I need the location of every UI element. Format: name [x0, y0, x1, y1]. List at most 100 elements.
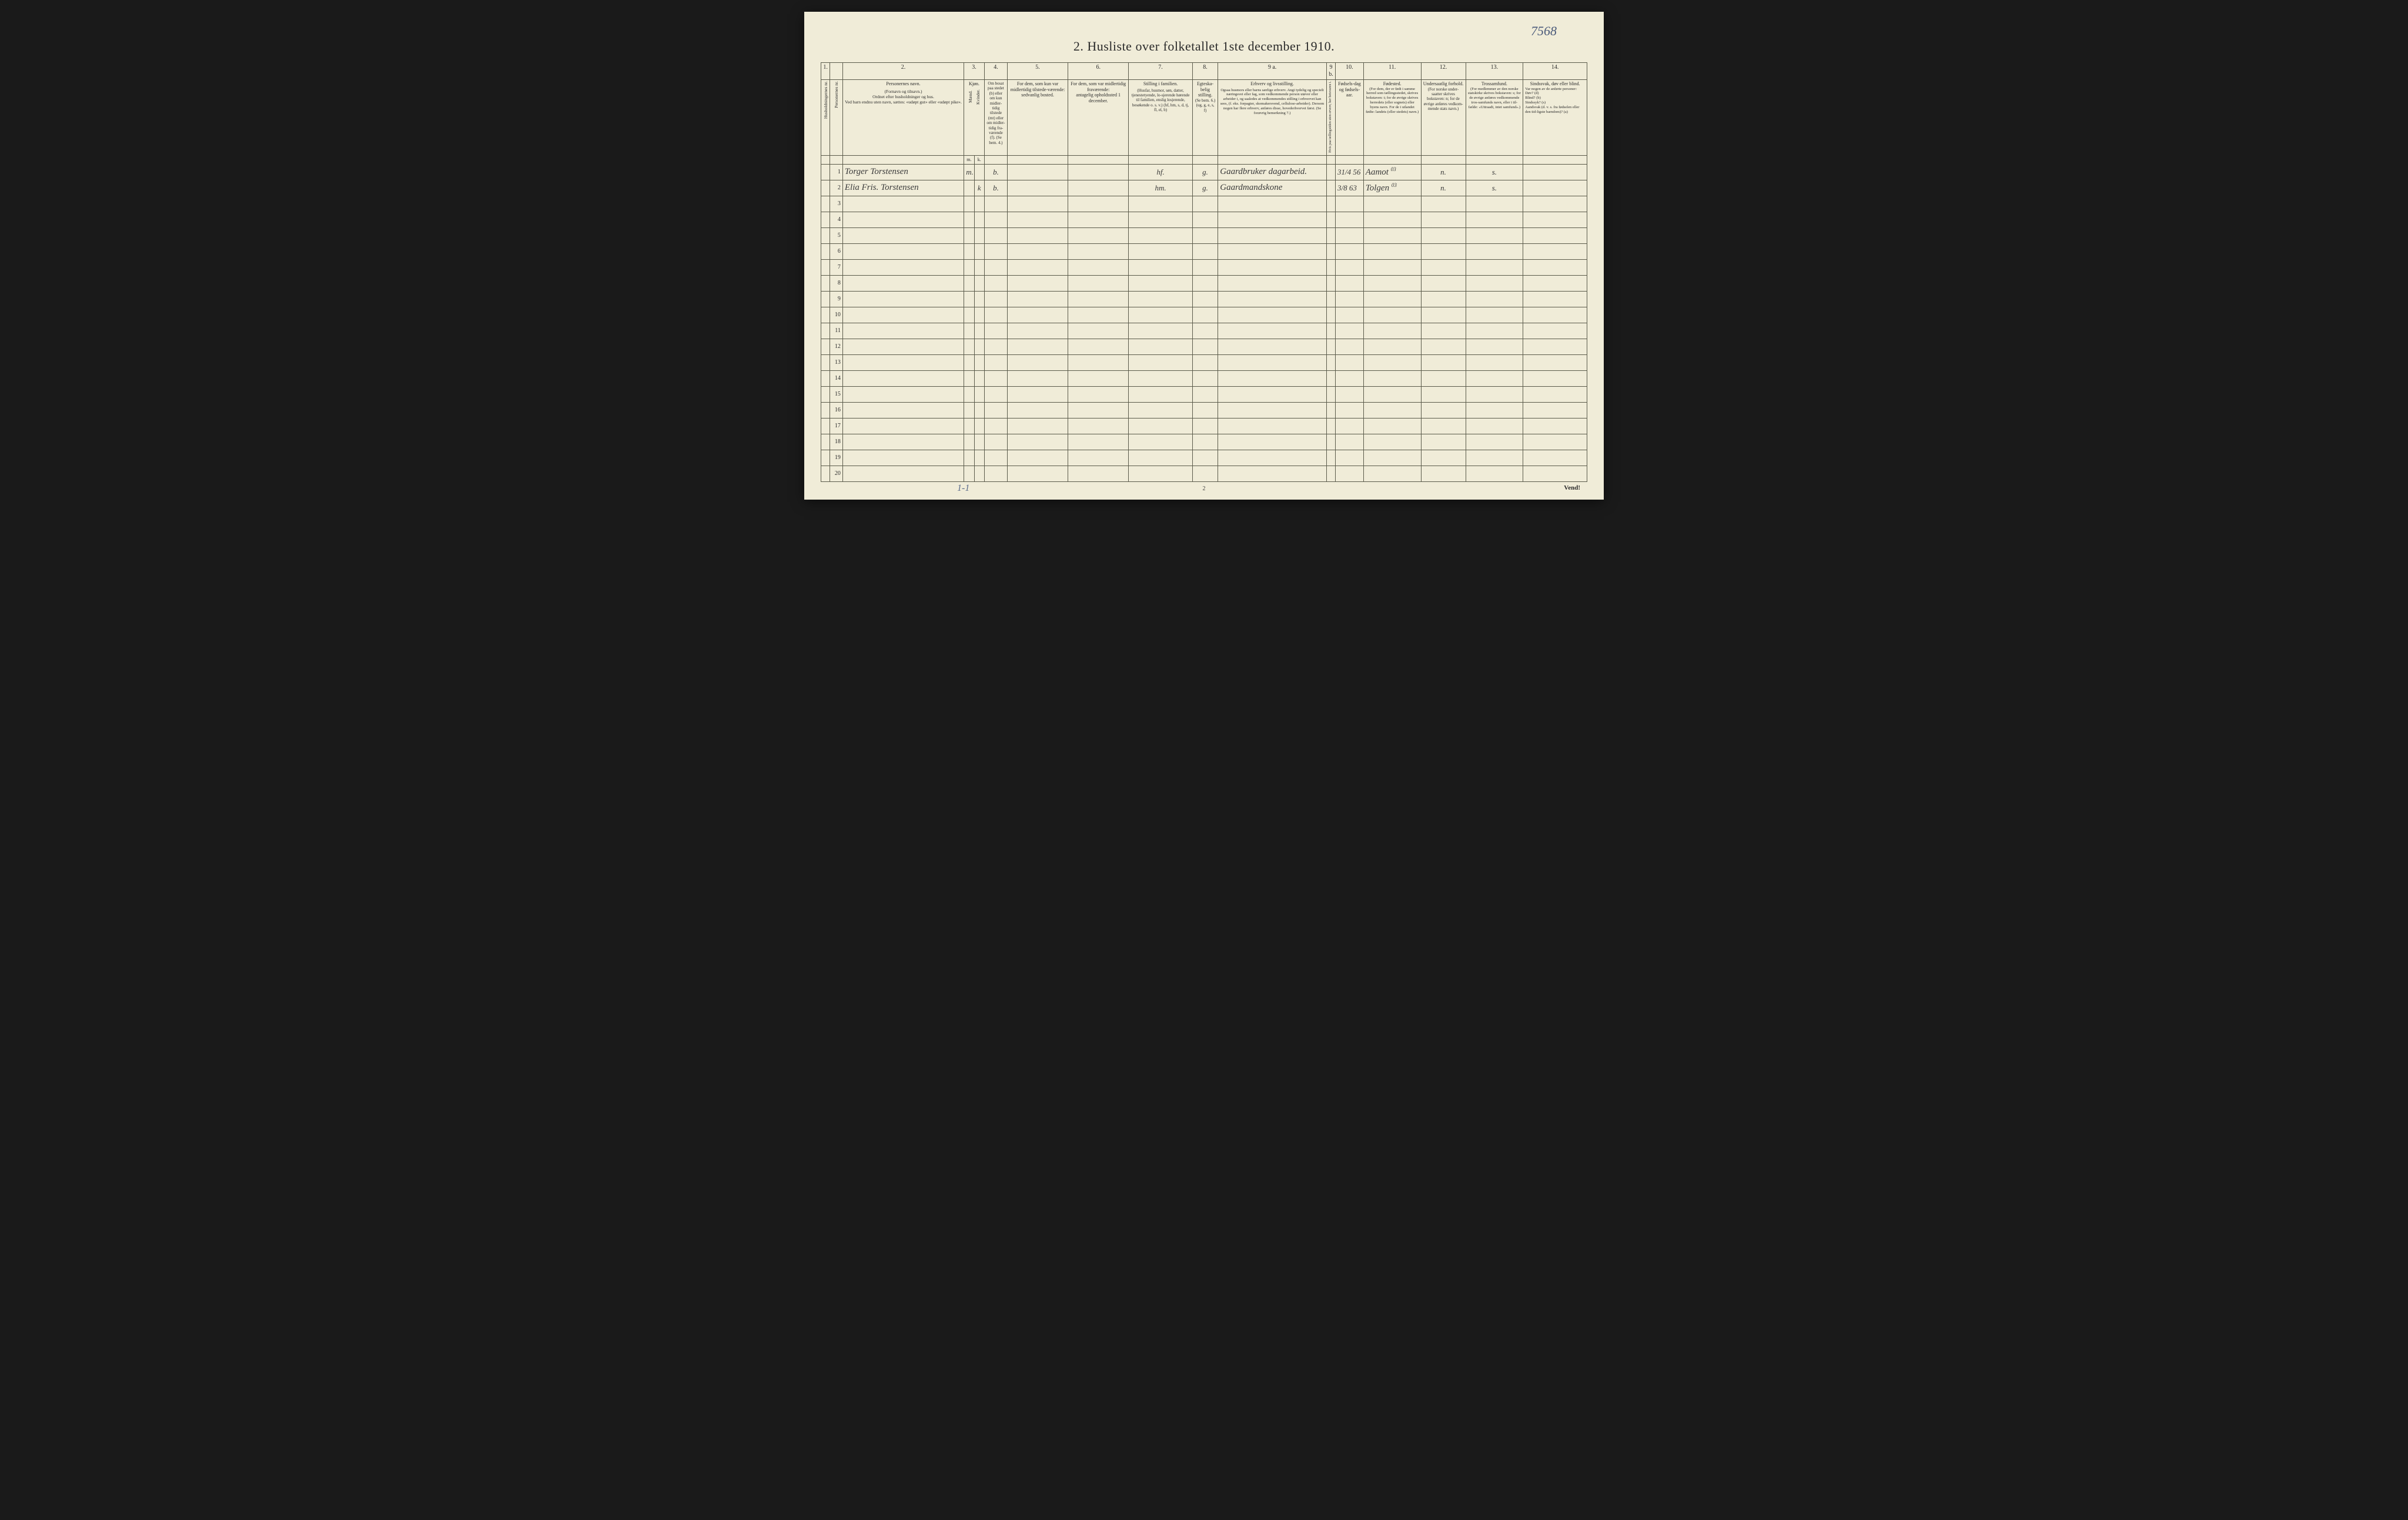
cell-9b [1326, 164, 1335, 180]
empty-cell [964, 323, 974, 339]
cell-erhverv: Gaardmandskone [1218, 180, 1327, 196]
cell-erhverv: Gaardbruker dagarbeid. [1218, 164, 1327, 180]
empty-cell [974, 370, 984, 386]
census-table: 1. 2. 3. 4. 5. 6. 7. 8. 9 a. 9 b. 10. 11… [821, 62, 1587, 482]
row-number: 5 [830, 227, 843, 243]
cell-stilling: hm. [1129, 180, 1193, 196]
annotation-bottom-left: 1-1 [957, 483, 969, 494]
empty-cell [1129, 307, 1193, 323]
empty-cell [1192, 259, 1218, 275]
empty-cell [1068, 259, 1129, 275]
empty-cell [1129, 323, 1193, 339]
empty-cell [1068, 212, 1129, 227]
empty-cell [964, 466, 974, 481]
empty-cell [1007, 402, 1068, 418]
empty-cell [1007, 386, 1068, 402]
cell-name: Elia Fris. Torstensen [842, 180, 964, 196]
empty-cell [1192, 402, 1218, 418]
household-nr [821, 466, 830, 481]
empty-cell [1466, 243, 1523, 259]
colnum: 13. [1466, 63, 1523, 80]
empty-cell [842, 386, 964, 402]
empty-cell [1192, 291, 1218, 307]
empty-cell [1192, 386, 1218, 402]
empty-cell [1523, 466, 1587, 481]
empty-cell [1129, 339, 1193, 354]
empty-cell [1523, 307, 1587, 323]
empty-cell [1192, 370, 1218, 386]
empty-cell [1523, 291, 1587, 307]
empty-cell [964, 418, 974, 434]
row-number: 9 [830, 291, 843, 307]
table-header: 1. 2. 3. 4. 5. 6. 7. 8. 9 a. 9 b. 10. 11… [821, 63, 1587, 165]
table-body: 1Torger Torstensenm.b.hf.g.Gaardbruker d… [821, 164, 1587, 481]
empty-cell [842, 227, 964, 243]
empty-cell [1326, 196, 1335, 212]
empty-cell [1192, 450, 1218, 466]
empty-cell [1523, 227, 1587, 243]
census-page: 7568 2. Husliste over folketallet 1ste d… [804, 12, 1604, 500]
household-nr [821, 291, 830, 307]
empty-cell [1421, 196, 1466, 212]
table-row-empty: 15 [821, 386, 1587, 402]
empty-cell [1523, 402, 1587, 418]
empty-cell [1363, 227, 1421, 243]
empty-cell [1326, 243, 1335, 259]
empty-cell [984, 370, 1007, 386]
header-egteskab: Egteska-belig stilling. (Se bem. 6.) (ug… [1192, 80, 1218, 156]
household-nr [821, 323, 830, 339]
empty-cell [1363, 450, 1421, 466]
empty-cell [1192, 466, 1218, 481]
empty-cell [1421, 227, 1466, 243]
empty-cell [1129, 212, 1193, 227]
header-midlertidig-fravaerende: For dem, som var midlertidig fraværende:… [1068, 80, 1129, 156]
empty-cell [1363, 386, 1421, 402]
row-number: 8 [830, 275, 843, 291]
header-husholdning: Husholdningernes nr. [821, 80, 830, 156]
empty-cell [1129, 275, 1193, 291]
row-number: 12 [830, 339, 843, 354]
table-row-empty: 16 [821, 402, 1587, 418]
empty-cell [1326, 370, 1335, 386]
column-header-row: Husholdningernes nr. Personernes nr. Per… [821, 80, 1587, 156]
header-trossamfund: Trossamfund. (For medlemmer av den norsk… [1466, 80, 1523, 156]
empty-cell [1523, 450, 1587, 466]
empty-cell [1523, 259, 1587, 275]
empty-cell [984, 402, 1007, 418]
empty-cell [1523, 196, 1587, 212]
header-bosat: Om bosat paa stedet (b) eller om kun mid… [984, 80, 1007, 156]
empty-cell [1007, 466, 1068, 481]
empty-cell [1466, 212, 1523, 227]
empty-cell [984, 307, 1007, 323]
empty-cell [1218, 259, 1327, 275]
cell-foedested: Aamot 03 [1363, 164, 1421, 180]
header-erhverv: Erhverv og livsstilling. Ogsaa husmors e… [1218, 80, 1327, 156]
empty-cell [1007, 243, 1068, 259]
table-row-empty: 18 [821, 434, 1587, 450]
empty-cell [1336, 275, 1364, 291]
empty-cell [1363, 354, 1421, 370]
empty-cell [1068, 243, 1129, 259]
empty-cell [1129, 418, 1193, 434]
empty-cell [1421, 402, 1466, 418]
empty-cell [964, 434, 974, 450]
empty-cell [1336, 323, 1364, 339]
empty-cell [1218, 370, 1327, 386]
colnum: 4. [984, 63, 1007, 80]
empty-cell [842, 339, 964, 354]
empty-cell [974, 307, 984, 323]
empty-cell [1068, 466, 1129, 481]
empty-cell [984, 196, 1007, 212]
empty-cell [1363, 291, 1421, 307]
empty-cell [984, 450, 1007, 466]
empty-cell [1068, 307, 1129, 323]
cell-col6 [1007, 180, 1068, 196]
header-foedsel: Fødsels-dag og fødsels-aar. [1336, 80, 1364, 156]
empty-cell [1326, 275, 1335, 291]
empty-cell [1336, 212, 1364, 227]
colnum: 6. [1068, 63, 1129, 80]
cell-bosat: b. [984, 180, 1007, 196]
household-nr [821, 354, 830, 370]
empty-cell [974, 243, 984, 259]
cell-foedested: Tolgen 03 [1363, 180, 1421, 196]
